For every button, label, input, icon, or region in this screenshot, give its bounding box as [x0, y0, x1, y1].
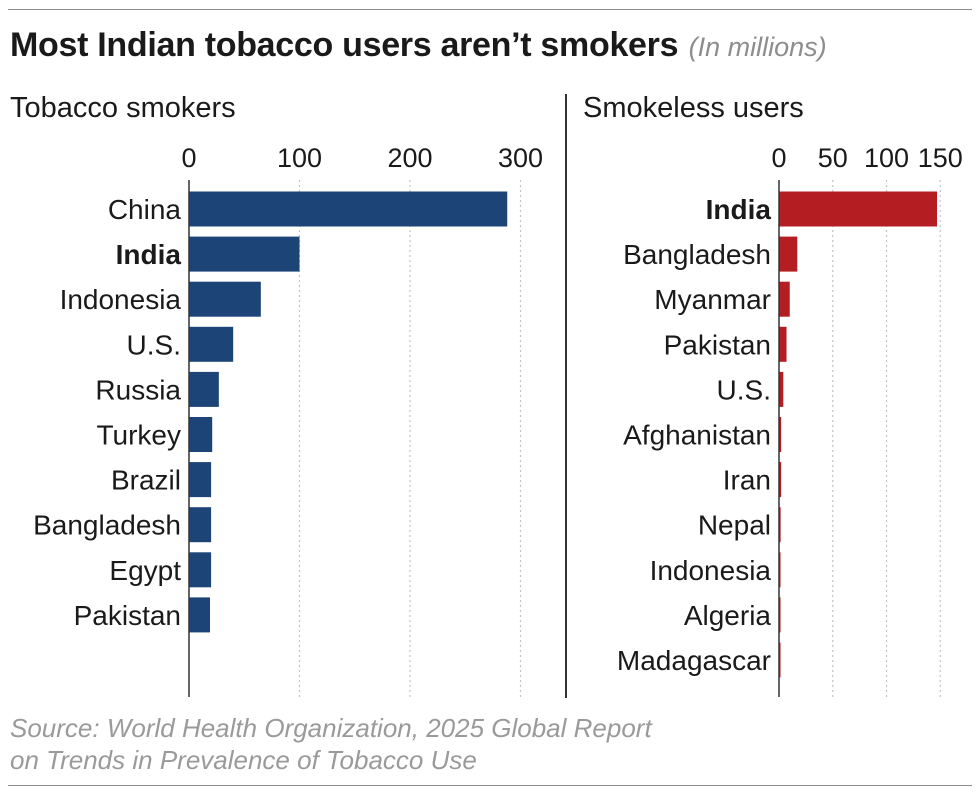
smokeless-bar	[779, 236, 798, 272]
panel-divider	[565, 94, 567, 698]
smokers-category-label: China	[108, 194, 182, 225]
smokers-tick-label: 200	[387, 143, 432, 173]
smokeless-category-label: Algeria	[684, 600, 772, 631]
smokers-category-label: Indonesia	[60, 284, 182, 315]
smokeless-bar	[779, 191, 938, 227]
smokeless-bar	[779, 326, 787, 362]
smokeless-category-label: Bangladesh	[623, 239, 771, 270]
chart-title: Most Indian tobacco users aren’t smokers	[10, 26, 679, 64]
smokeless-category-label: U.S.	[717, 374, 771, 405]
smokeless-bar	[779, 417, 782, 452]
smokers-category-label: Brazil	[111, 465, 181, 496]
smokers-bar	[189, 281, 261, 317]
smokeless-bar	[779, 371, 784, 407]
top-rule	[8, 9, 972, 10]
smokeless-bar	[779, 281, 790, 317]
smokeless-category-label: Iran	[723, 465, 771, 496]
smokers-tick-label: 0	[181, 143, 196, 173]
smokers-bar	[189, 417, 213, 452]
smokers-bar	[189, 597, 210, 633]
smokeless-tick-label: 100	[864, 143, 909, 173]
smokers-bar	[189, 191, 508, 227]
smokers-tick-label: 100	[277, 143, 322, 173]
smokers-bar	[189, 371, 219, 407]
smokeless-category-label: Pakistan	[664, 329, 771, 360]
smokers-category-label: India	[116, 239, 182, 270]
smokers-category-label: Pakistan	[74, 600, 181, 631]
smokeless-tick-label: 150	[918, 143, 963, 173]
smokeless-category-label: India	[706, 194, 772, 225]
smokeless-bar	[779, 507, 781, 543]
smokers-tick-label: 300	[498, 143, 543, 173]
smokers-category-label: Bangladesh	[33, 510, 181, 541]
smokeless-panel-title: Smokeless users	[583, 92, 804, 124]
source-note: Source: World Health Organization, 2025 …	[10, 712, 652, 776]
smokeless-category-label: Madagascar	[617, 645, 771, 676]
smokeless-category-label: Afghanistan	[623, 420, 771, 451]
smokers-category-label: Russia	[95, 374, 181, 405]
smokeless-category-label: Indonesia	[650, 555, 772, 586]
smokeless-category-label: Nepal	[698, 510, 771, 541]
smokers-bar	[189, 326, 234, 362]
smokeless-category-label: Myanmar	[654, 284, 771, 315]
unit-note: (In millions)	[688, 32, 827, 62]
smokers-category-label: Egypt	[109, 555, 181, 586]
source-line-2: on Trends in Prevalence of Tobacco Use	[10, 745, 477, 775]
smokers-bar	[189, 236, 300, 272]
smokeless-tick-label: 0	[771, 143, 786, 173]
smokers-category-label: Turkey	[96, 420, 181, 451]
smokers-category-label: U.S.	[127, 329, 181, 360]
smokers-bar	[189, 507, 212, 543]
smokers-bar	[189, 552, 212, 588]
smokeless-tick-label: 50	[818, 143, 848, 173]
chart-title-row: Most Indian tobacco users aren’t smokers…	[10, 26, 827, 65]
bottom-rule	[8, 785, 972, 786]
smokers-bar	[189, 462, 212, 498]
source-line-1: Source: World Health Organization, 2025 …	[10, 713, 652, 743]
smokeless-bar	[779, 462, 782, 498]
smokers-panel-title: Tobacco smokers	[10, 92, 236, 124]
